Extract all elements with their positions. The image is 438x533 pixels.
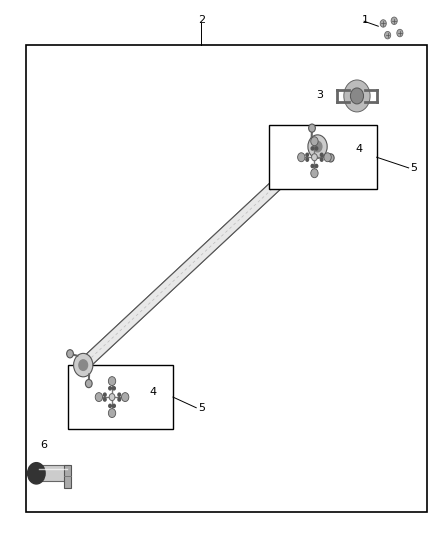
Circle shape xyxy=(380,20,386,27)
Text: 2: 2 xyxy=(198,15,205,25)
Circle shape xyxy=(311,164,314,167)
Circle shape xyxy=(327,154,334,162)
Circle shape xyxy=(344,80,370,112)
Circle shape xyxy=(109,393,115,401)
Circle shape xyxy=(311,147,314,150)
Circle shape xyxy=(74,353,93,377)
Circle shape xyxy=(297,153,305,161)
Circle shape xyxy=(113,387,115,390)
Circle shape xyxy=(315,164,318,167)
Circle shape xyxy=(350,88,364,104)
Circle shape xyxy=(95,393,102,401)
Circle shape xyxy=(313,141,322,152)
Circle shape xyxy=(320,158,323,161)
Circle shape xyxy=(315,147,318,150)
Polygon shape xyxy=(80,141,321,370)
Circle shape xyxy=(85,379,92,387)
Circle shape xyxy=(306,158,308,161)
Circle shape xyxy=(397,29,403,37)
Text: 3: 3 xyxy=(316,90,323,100)
Circle shape xyxy=(309,124,315,132)
Circle shape xyxy=(79,360,88,370)
Text: 6: 6 xyxy=(40,440,47,450)
Bar xyxy=(269,125,377,189)
Circle shape xyxy=(108,377,116,385)
Circle shape xyxy=(113,405,115,407)
Circle shape xyxy=(308,135,327,158)
Circle shape xyxy=(67,350,74,358)
Text: 5: 5 xyxy=(410,163,417,173)
Circle shape xyxy=(28,463,45,484)
Bar xyxy=(68,365,173,429)
Circle shape xyxy=(109,405,111,407)
Text: 1: 1 xyxy=(362,15,369,25)
Circle shape xyxy=(311,137,318,146)
Circle shape xyxy=(324,153,331,161)
Text: 4: 4 xyxy=(356,144,363,154)
Circle shape xyxy=(121,393,129,401)
Circle shape xyxy=(391,17,397,25)
Polygon shape xyxy=(36,465,69,481)
Circle shape xyxy=(311,169,318,177)
Bar xyxy=(26,45,427,512)
Circle shape xyxy=(311,154,317,161)
Circle shape xyxy=(385,31,391,39)
Circle shape xyxy=(108,409,116,417)
Circle shape xyxy=(103,398,106,401)
Circle shape xyxy=(320,153,323,157)
Circle shape xyxy=(103,393,106,397)
Circle shape xyxy=(109,387,111,390)
Bar xyxy=(64,465,71,488)
Text: 4: 4 xyxy=(150,387,157,397)
Circle shape xyxy=(306,153,308,157)
Text: 5: 5 xyxy=(198,403,205,413)
Circle shape xyxy=(118,393,120,397)
Circle shape xyxy=(118,398,120,401)
